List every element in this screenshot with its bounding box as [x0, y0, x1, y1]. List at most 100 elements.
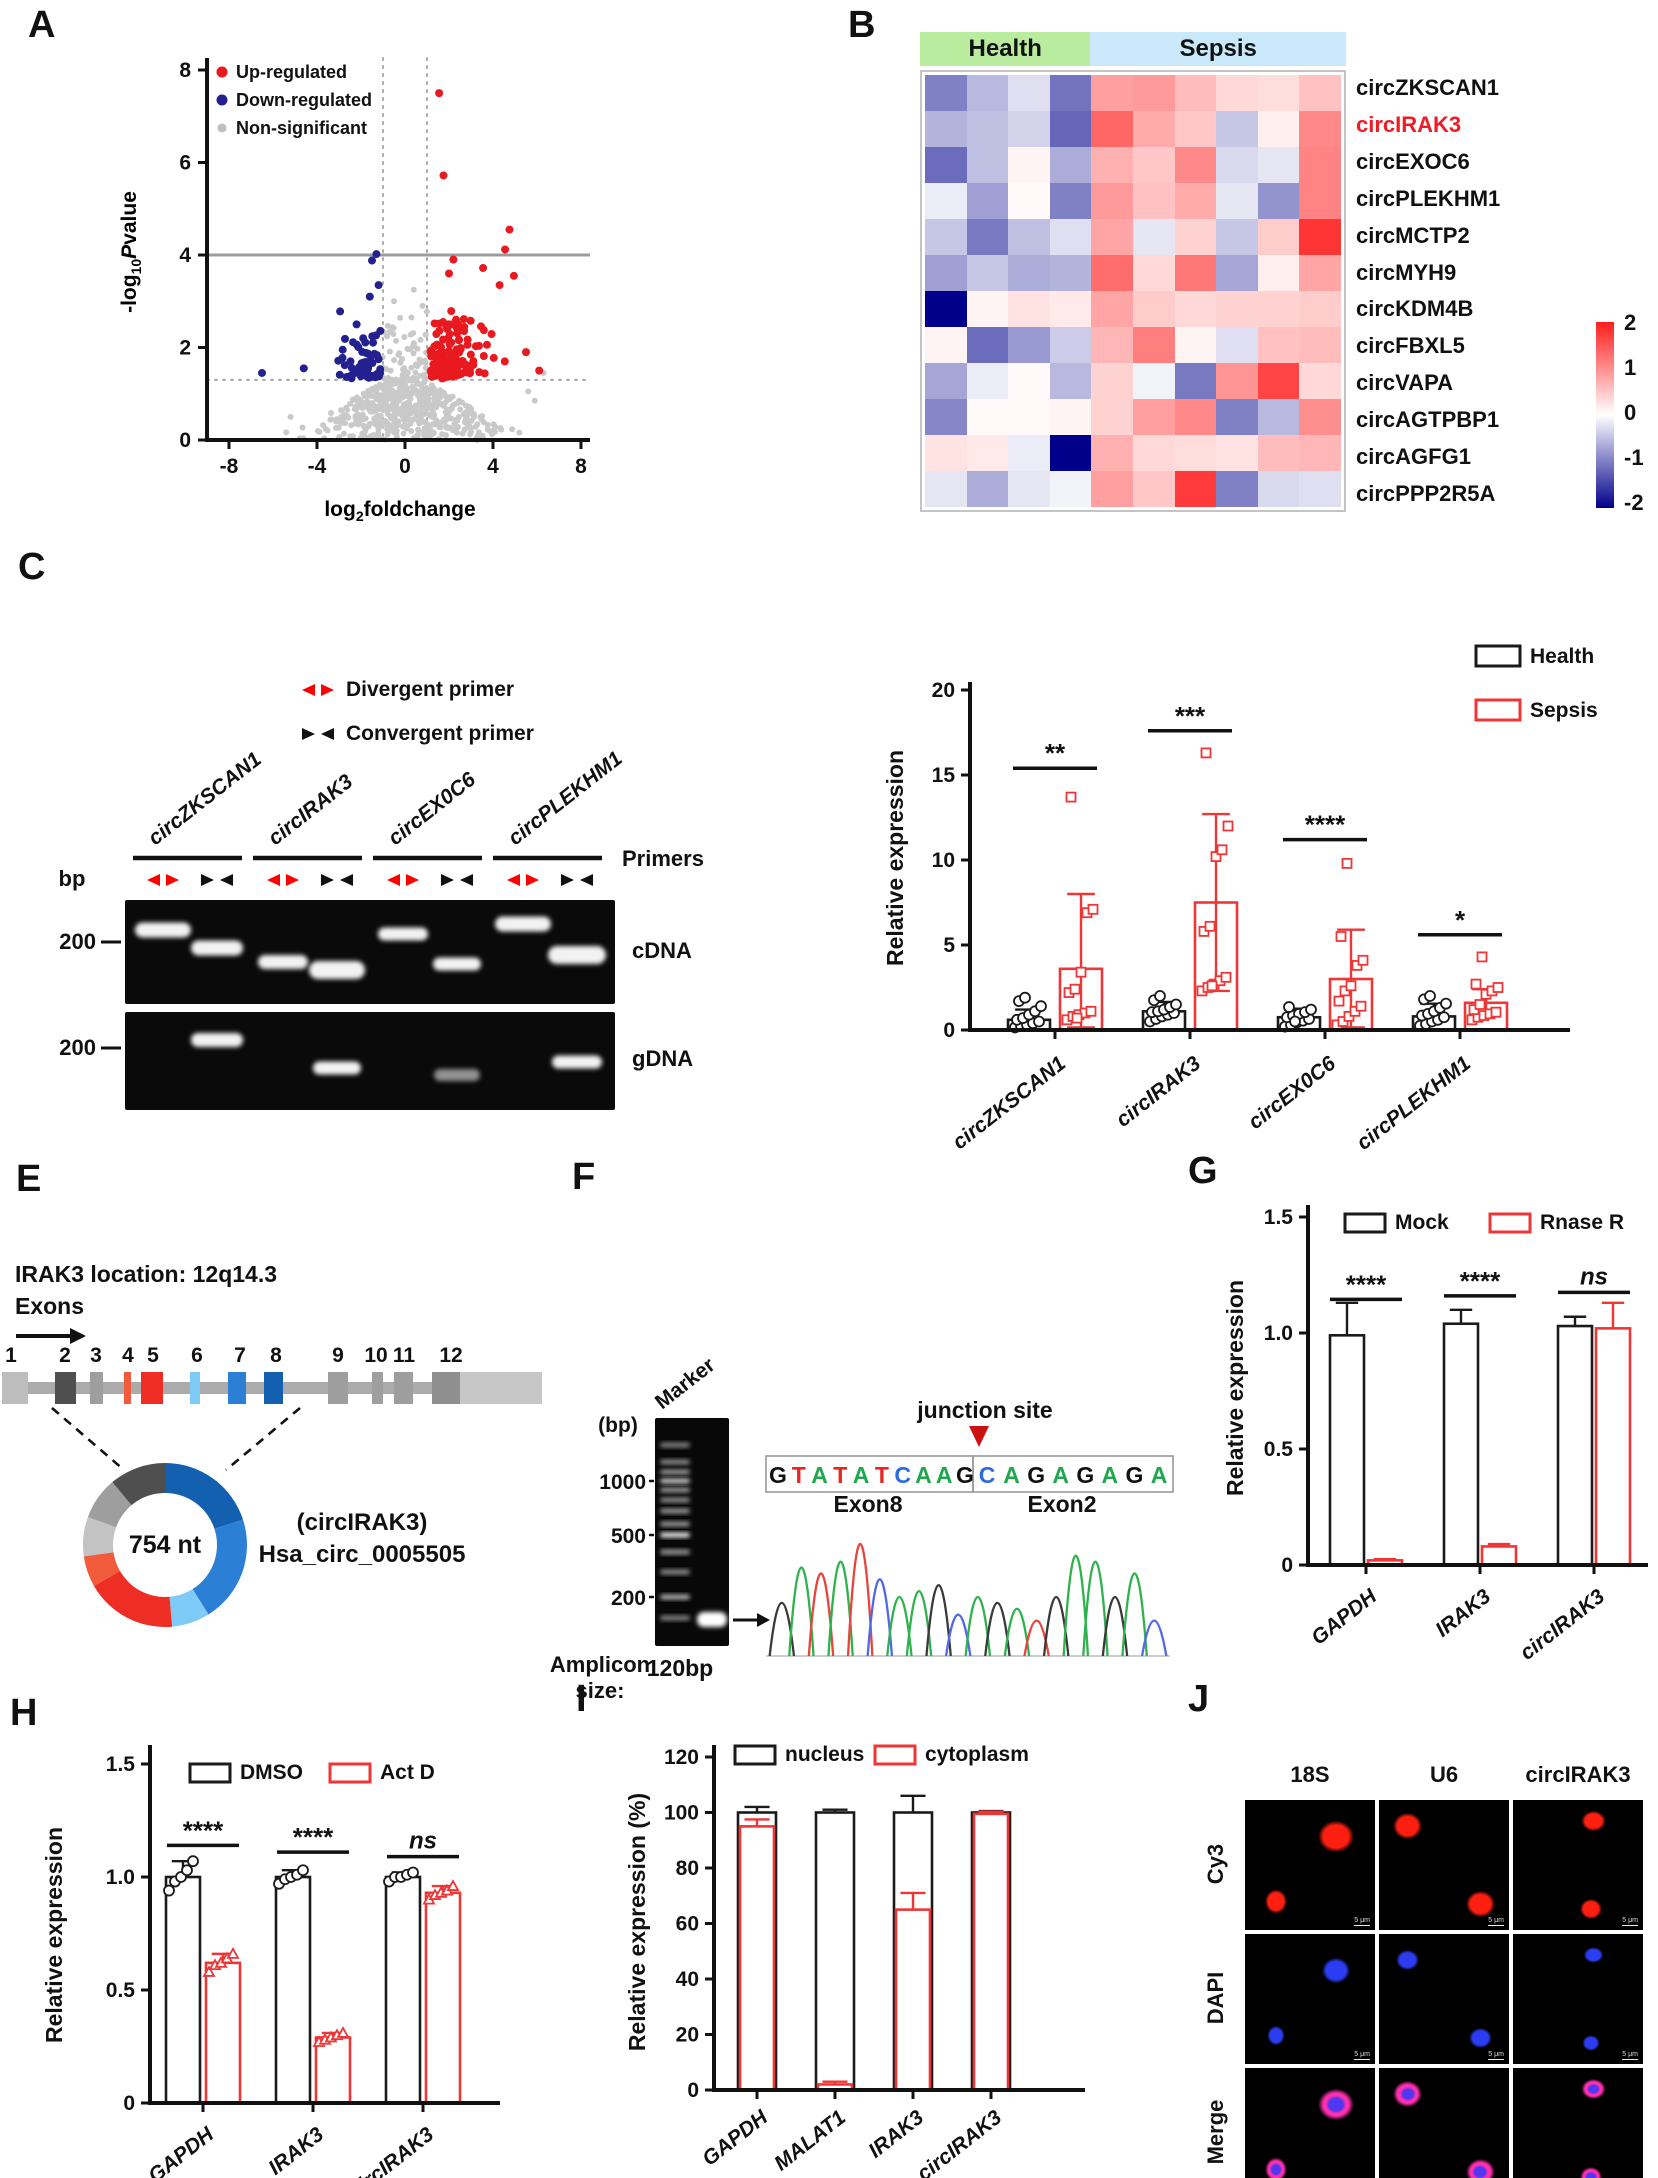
data-point	[445, 347, 454, 356]
panel-label-h: H	[10, 1692, 38, 1734]
heatmap-cell	[1132, 363, 1175, 399]
bar-actd	[314, 2036, 352, 2105]
data-point	[392, 390, 399, 397]
heatmap-row-label: circMYH9	[1356, 259, 1457, 285]
circ-donut-segment	[87, 1482, 132, 1528]
data-point	[417, 336, 424, 343]
legend-swatch	[1474, 644, 1522, 668]
heatmap-cell	[1257, 363, 1300, 399]
heatmap-cell	[1132, 471, 1175, 507]
gel-band	[191, 1033, 243, 1047]
heatmap-row-label: circPPP2R5A	[1356, 480, 1496, 506]
data-point	[362, 415, 369, 422]
data-point	[462, 366, 471, 375]
data-point-circle	[1440, 997, 1452, 1010]
significance-label: ****	[1460, 1266, 1501, 1296]
data-point-triangle	[446, 1879, 460, 1891]
heatmap-cell	[925, 183, 967, 219]
colorbar-tick-label: -2	[1624, 490, 1644, 515]
sequence-base: A	[1102, 1462, 1119, 1488]
sequence-base: G	[1076, 1462, 1094, 1488]
data-point	[489, 353, 498, 362]
data-point	[391, 298, 397, 305]
heatmap-cell	[1008, 399, 1050, 435]
chromatogram-peak	[846, 1542, 874, 1657]
legend-dot	[217, 123, 227, 133]
size-marker-label: 200	[59, 1035, 96, 1060]
exon-box	[124, 1372, 131, 1404]
heatmap-cell	[1091, 147, 1133, 183]
data-point	[479, 352, 488, 361]
data-point-circle	[1033, 1015, 1045, 1028]
circ-donut-segment	[169, 1589, 209, 1627]
data-point-square	[1216, 844, 1228, 856]
exon-number: 3	[90, 1344, 102, 1367]
divergent-primer-icon	[302, 684, 315, 696]
data-point	[408, 428, 415, 435]
bar-rnaser	[1594, 1327, 1632, 1567]
data-point	[338, 407, 345, 414]
bar-cytoplasm	[738, 1825, 776, 2092]
data-point-circle	[1424, 990, 1436, 1002]
y-tick-label: 1.0	[106, 1866, 135, 1889]
sequence-base: G	[1027, 1462, 1045, 1488]
panel-label-c: C	[18, 546, 46, 588]
amplicon-band	[697, 1612, 727, 1627]
data-point	[403, 374, 410, 381]
circ-name-label: (circIRAK3)	[297, 1509, 428, 1536]
heatmap-group-health: Health	[920, 32, 1091, 66]
data-point	[447, 307, 456, 316]
data-point-circle	[1019, 991, 1031, 1004]
bar-rnaser	[1480, 1545, 1518, 1567]
heatmap-cell	[1049, 147, 1092, 183]
gel-band	[313, 1061, 361, 1075]
y-tick-label: 0	[179, 429, 191, 452]
heatmap-cell	[1257, 399, 1300, 435]
ladder-band	[660, 1569, 690, 1575]
heatmap-cell	[1008, 435, 1050, 471]
convergent-primer-icon	[321, 874, 334, 886]
divergent-primer-icon	[507, 874, 520, 886]
heatmap-cell	[1049, 219, 1092, 255]
data-point	[372, 331, 381, 340]
sequence-base: G	[956, 1462, 974, 1488]
ladder-band	[660, 1478, 690, 1484]
x-category-label: IRAK3	[1431, 1585, 1495, 1642]
heatmap-cell	[1132, 327, 1175, 363]
heatmap-cell	[925, 111, 967, 147]
data-point-square	[1357, 954, 1369, 966]
exon-number: 7	[234, 1344, 246, 1367]
heatmap-cell	[1049, 255, 1092, 291]
data-point	[328, 416, 335, 423]
gel-band	[434, 1069, 480, 1081]
panel-label-a: A	[28, 4, 56, 46]
heatmap-cell	[966, 75, 1009, 111]
data-point-square	[1204, 920, 1216, 932]
heatmap-cell	[966, 111, 1009, 147]
exon-box	[55, 1372, 76, 1404]
data-point	[447, 338, 456, 347]
exon-box	[190, 1372, 200, 1404]
ladder-band	[660, 1442, 690, 1448]
x-tick-label: -4	[308, 455, 327, 478]
data-point	[374, 281, 383, 290]
legend-label: Rnase R	[1540, 1211, 1624, 1234]
heatmap-cell	[966, 399, 1009, 435]
bar-cytoplasm	[894, 1908, 932, 2092]
heatmap-cell	[1257, 147, 1300, 183]
data-point	[340, 361, 349, 370]
data-point	[373, 351, 382, 360]
heatmap-cell	[1008, 183, 1050, 219]
heatmap-cell	[1049, 327, 1092, 363]
heatmap-cell	[1049, 471, 1092, 507]
data-point	[474, 421, 481, 428]
data-point	[408, 417, 415, 424]
data-point	[335, 424, 342, 431]
data-point	[393, 418, 400, 425]
data-point	[454, 320, 463, 329]
data-point	[351, 406, 358, 413]
heatmap-cell	[1132, 435, 1175, 471]
exon-number: 10	[364, 1344, 387, 1367]
sequence-base: C	[979, 1462, 996, 1488]
heatmap-cell	[1049, 183, 1092, 219]
